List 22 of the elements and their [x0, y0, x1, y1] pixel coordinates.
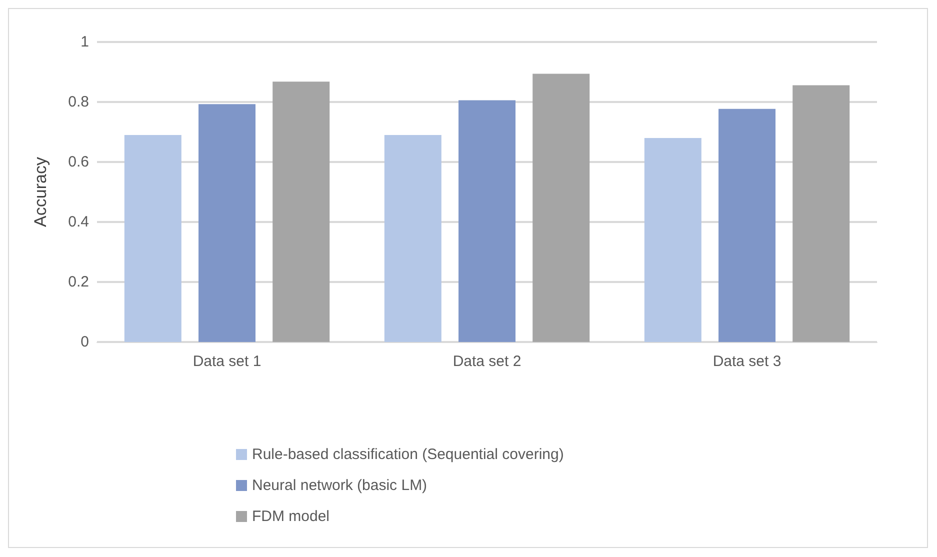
- bar: [458, 100, 516, 342]
- bar: [272, 82, 330, 342]
- y-tick-label: 0.8: [68, 94, 89, 110]
- y-axis-title: Accuracy: [31, 156, 50, 227]
- bar: [644, 138, 702, 342]
- y-tick-label: 0: [80, 334, 89, 350]
- legend-label: Rule-based classification (Sequential covering): [252, 446, 564, 463]
- x-tick-label: Data set 2: [452, 353, 522, 370]
- x-tick-label: Data set 1: [192, 353, 262, 370]
- legend-label: Neural network (basic LM): [252, 477, 428, 494]
- bar: [792, 85, 850, 342]
- bar: [384, 135, 442, 342]
- legend-label: FDM model: [252, 508, 330, 525]
- bar: [532, 74, 590, 342]
- y-tick-label: 0.4: [68, 214, 89, 230]
- y-tick-label: 1: [80, 34, 89, 50]
- y-tick-label: 0.6: [68, 154, 89, 170]
- bar: [198, 104, 256, 342]
- bar: [718, 108, 776, 342]
- x-tick-label: Data set 3: [712, 353, 782, 370]
- bar: [124, 135, 182, 342]
- y-tick-label: 0.2: [68, 274, 89, 290]
